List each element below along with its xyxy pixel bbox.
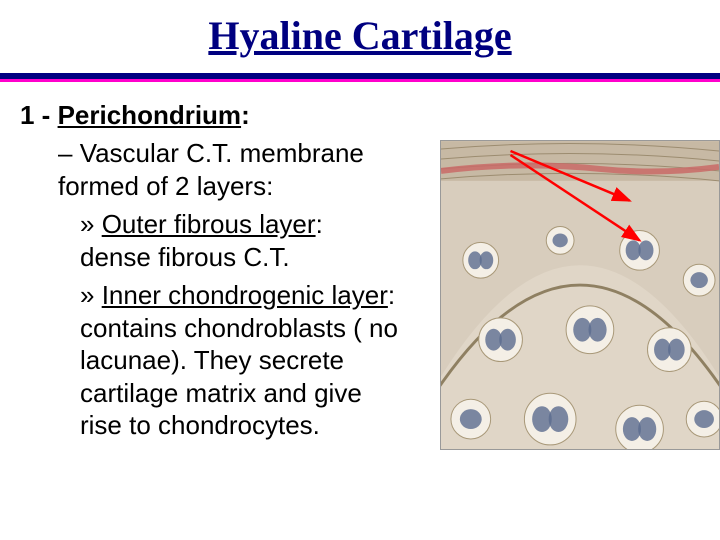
inner-desc1: contains chondroblasts ( no (80, 313, 398, 343)
sub-intro-line1: Vascular C.T. membrane (80, 138, 364, 168)
cartilage-svg (441, 141, 719, 449)
outer-label: Outer fibrous layer (102, 209, 316, 239)
heading-term: Perichondrium (58, 100, 241, 130)
inner-layer-block: » Inner chondrogenic layer: contains cho… (80, 279, 440, 442)
cartilage-figure (440, 140, 720, 450)
outer-layer-block: » Outer fibrous layer: dense fibrous C.T… (80, 208, 440, 273)
page-title: Hyaline Cartilage (208, 12, 511, 59)
inner-colon: : (388, 280, 395, 310)
heading-suffix: : (241, 100, 250, 130)
outer-desc: dense fibrous C.T. (80, 242, 290, 272)
heading-perichondrium: 1 - Perichondrium: (20, 100, 700, 131)
dash: – (58, 138, 80, 168)
outer-colon: : (316, 209, 323, 239)
inner-desc4: rise to chondrocytes. (80, 410, 320, 440)
inner-label: Inner chondrogenic layer (102, 280, 388, 310)
inner-desc2: lacunae). They secrete (80, 345, 344, 375)
inner-desc3: cartilage matrix and give (80, 378, 362, 408)
heading-prefix: 1 - (20, 100, 58, 130)
bullet: » (80, 280, 102, 310)
bullet: » (80, 209, 102, 239)
sub-intro-line2: formed of 2 layers: (58, 171, 273, 201)
